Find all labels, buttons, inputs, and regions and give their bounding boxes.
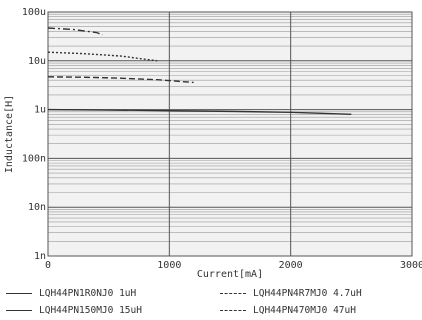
- plot-background: [48, 12, 412, 256]
- y-tick-label: 1n: [34, 251, 46, 262]
- x-tick-label: 2000: [279, 260, 303, 271]
- legend-swatch-dashed: [220, 293, 246, 294]
- series-line-0: [47, 108, 352, 116]
- legend-item-47uh: LQH44PN470MJ0 47uH: [220, 304, 356, 317]
- legend-item-15uh: LQH44PN150MJ0 15uH: [6, 304, 142, 317]
- y-tick-label: 10n: [28, 202, 46, 213]
- y-tick-labels: 1n 10n 100n 1u 10u 100u: [22, 7, 46, 262]
- y-tick-label: 1u: [34, 105, 46, 116]
- legend-item-1uh: LQH44PN1R0NJ0 1uH: [6, 287, 136, 300]
- legend-item-4-7uh: LQH44PN4R7MJ0 4.7uH: [220, 287, 362, 300]
- x-tick-label: 3000: [400, 260, 422, 271]
- x-tick-label: 0: [45, 260, 51, 271]
- y-tick-label: 100n: [22, 153, 46, 164]
- x-tick-label: 1000: [157, 260, 181, 271]
- plot-frame: [47, 11, 413, 257]
- legend-swatch-dotted: [6, 310, 32, 311]
- x-axis-label: Current[mA]: [197, 269, 263, 280]
- legend-label: LQH44PN4R7MJ0 4.7uH: [253, 288, 362, 299]
- series-layer: [47, 27, 352, 116]
- series-line-1: [47, 76, 194, 84]
- legend-label: LQH44PN470MJ0 47uH: [253, 305, 356, 316]
- legend-swatch-solid: [6, 293, 32, 294]
- y-tick-label: 100u: [22, 7, 46, 18]
- y-axis-label: Inductance[H]: [4, 95, 15, 173]
- series-line-3: [47, 27, 103, 36]
- y-tick-label: 10u: [28, 56, 46, 67]
- legend: LQH44PN1R0NJ0 1uH LQH44PN4R7MJ0 4.7uH LQ…: [0, 286, 422, 320]
- legend-label: LQH44PN1R0NJ0 1uH: [39, 288, 137, 299]
- legend-label: LQH44PN150MJ0 15uH: [39, 305, 142, 316]
- legend-swatch-dashdot: [220, 310, 246, 311]
- x-tick-labels: 0 1000 2000 3000: [45, 260, 422, 271]
